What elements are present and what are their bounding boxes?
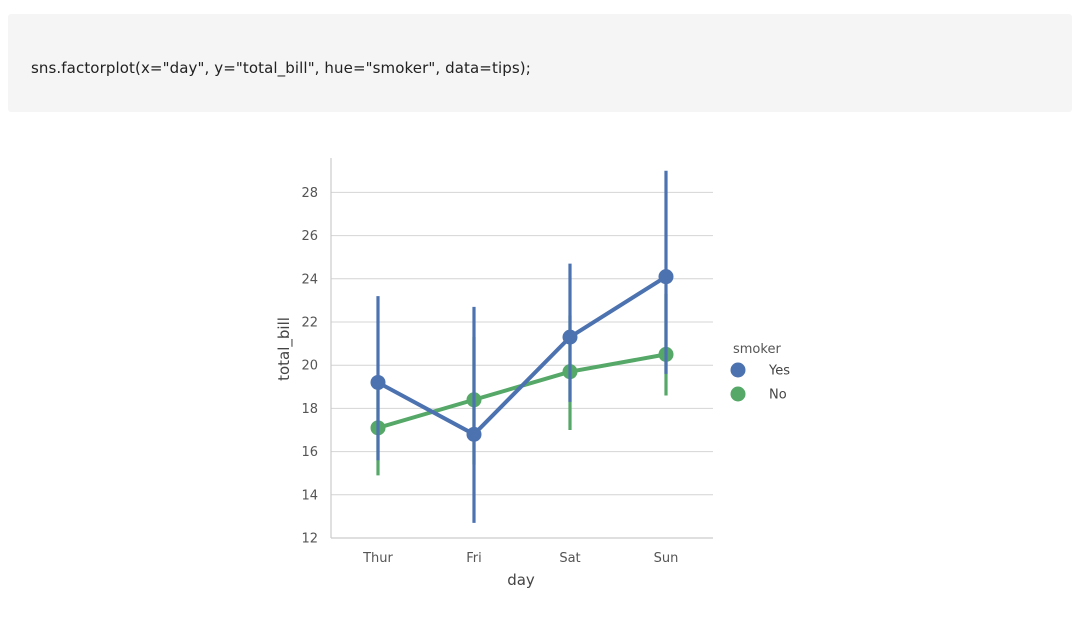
legend-marker-no (730, 386, 746, 402)
series-yes (370, 170, 674, 523)
y-tick-label: 20 (301, 359, 318, 374)
y-tick-label: 18 (301, 402, 318, 417)
y-tick-label: 28 (301, 186, 318, 201)
y-tick-label: 12 (301, 532, 318, 547)
data-point (370, 374, 386, 390)
y-tick-label: 24 (301, 272, 318, 287)
x-tick-label: Fri (466, 551, 482, 566)
legend-title: smoker (733, 342, 781, 357)
legend-label-no: No (769, 388, 787, 403)
grid-lines (331, 191, 713, 496)
x-tick-label: Thur (362, 551, 393, 566)
x-tick-label: Sat (559, 551, 580, 566)
y-axis-title: total_bill (275, 317, 294, 381)
x-tick-label: Sun (654, 551, 679, 566)
series-line (377, 274, 668, 437)
y-tick-label: 22 (301, 316, 318, 331)
y-tick-label: 14 (301, 488, 318, 503)
legend: smoker Yes No (730, 342, 790, 403)
y-tick-label: 16 (301, 445, 318, 460)
code-line: sns.factorplot(x="day", y="total_bill", … (31, 59, 531, 77)
x-axis-title: day (507, 571, 535, 589)
series-layer (370, 170, 674, 523)
code-cell: sns.factorplot(x="day", y="total_bill", … (8, 14, 1072, 112)
data-point (562, 329, 578, 345)
y-tick-label: 26 (301, 229, 318, 244)
y-tick-labels: 12 14 16 18 20 22 24 26 28 (301, 186, 318, 547)
legend-label-yes: Yes (768, 364, 790, 379)
data-point (466, 426, 482, 442)
data-point (658, 269, 674, 285)
x-tick-labels: Thur Fri Sat Sun (362, 551, 678, 566)
legend-marker-yes (730, 362, 746, 378)
